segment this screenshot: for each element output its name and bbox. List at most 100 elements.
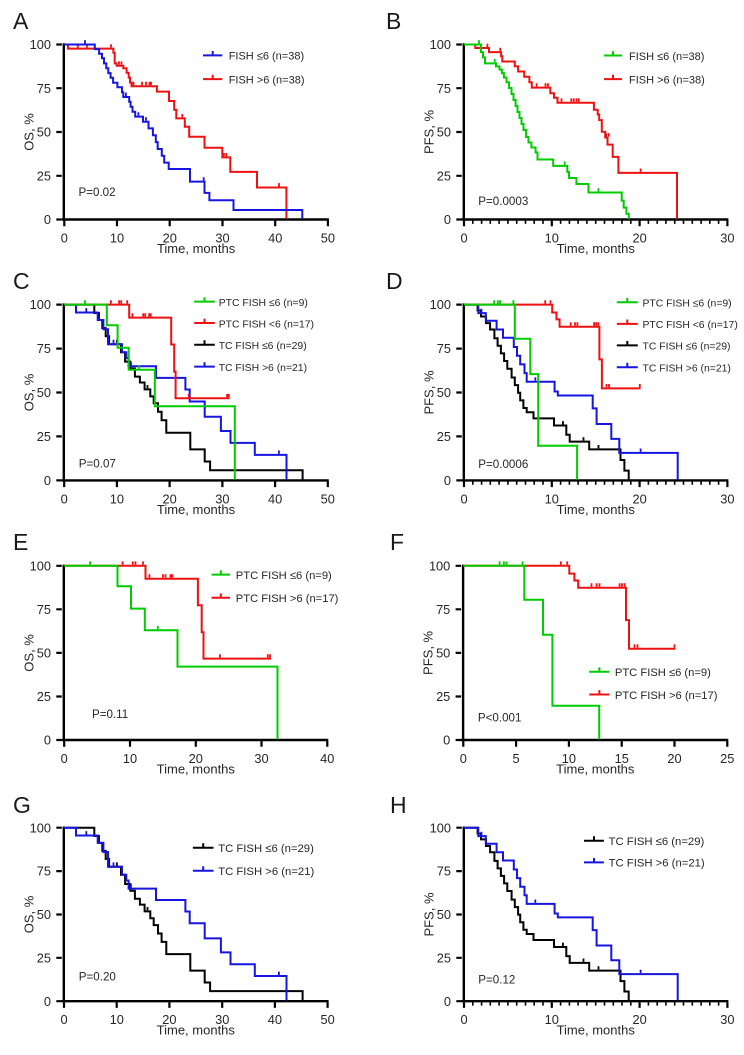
svg-text:20: 20 (632, 491, 646, 506)
svg-text:PFS, %: PFS, % (421, 110, 436, 155)
svg-text:100: 100 (430, 37, 451, 52)
svg-text:10: 10 (110, 491, 124, 506)
svg-text:30: 30 (720, 231, 734, 246)
svg-text:10: 10 (545, 1012, 559, 1027)
svg-text:0: 0 (460, 231, 467, 246)
svg-text:Time, months: Time, months (557, 241, 636, 256)
svg-text:TC FISH >6 (n=21): TC FISH >6 (n=21) (218, 866, 314, 878)
svg-text:100: 100 (429, 558, 450, 573)
svg-text:P=0.0006: P=0.0006 (478, 458, 528, 471)
svg-text:OS, %: OS, % (21, 113, 36, 151)
svg-text:20: 20 (162, 1012, 176, 1027)
svg-text:10: 10 (545, 231, 559, 246)
svg-text:PTC FISH <6 (n=17): PTC FISH <6 (n=17) (643, 320, 738, 331)
svg-text:75: 75 (436, 602, 450, 617)
svg-text:10: 10 (110, 231, 124, 246)
svg-text:P=0.02: P=0.02 (79, 186, 116, 199)
svg-text:30: 30 (720, 491, 734, 506)
svg-text:100: 100 (30, 820, 51, 835)
svg-text:30: 30 (215, 1012, 229, 1027)
svg-text:50: 50 (37, 385, 51, 400)
svg-text:50: 50 (436, 646, 450, 661)
svg-text:0: 0 (460, 491, 467, 506)
svg-text:0: 0 (60, 1012, 67, 1027)
svg-text:20: 20 (189, 751, 203, 766)
svg-text:P=0.07: P=0.07 (79, 457, 116, 470)
svg-text:C: C (13, 268, 30, 294)
svg-text:Time, months: Time, months (557, 502, 636, 517)
svg-text:Time, months: Time, months (157, 502, 236, 517)
svg-text:H: H (390, 792, 407, 818)
svg-text:PTC FISH >6 (n=17): PTC FISH >6 (n=17) (236, 593, 339, 605)
svg-text:TC FISH ≤6 (n=29): TC FISH ≤6 (n=29) (643, 342, 731, 353)
svg-text:100: 100 (30, 558, 51, 573)
svg-text:25: 25 (37, 950, 51, 965)
svg-text:FISH ≤6 (n=38): FISH ≤6 (n=38) (229, 51, 304, 63)
svg-text:P=0.0003: P=0.0003 (478, 195, 528, 208)
svg-text:0: 0 (44, 473, 51, 488)
svg-text:0: 0 (44, 733, 51, 748)
svg-text:100: 100 (30, 297, 51, 312)
svg-text:25: 25 (436, 689, 450, 704)
svg-text:75: 75 (437, 81, 451, 96)
svg-text:75: 75 (37, 864, 51, 879)
svg-text:P=0.11: P=0.11 (92, 708, 128, 721)
svg-text:PTC FISH <6 (n=17): PTC FISH <6 (n=17) (219, 319, 314, 330)
svg-text:40: 40 (268, 491, 282, 506)
svg-text:P<0.001: P<0.001 (478, 712, 522, 725)
svg-text:25: 25 (437, 950, 451, 965)
svg-text:5: 5 (513, 751, 520, 766)
svg-text:10: 10 (123, 751, 137, 766)
svg-text:P=0.12: P=0.12 (478, 974, 515, 987)
svg-text:25: 25 (437, 429, 451, 444)
svg-text:TC FISH ≤6 (n=29): TC FISH ≤6 (n=29) (609, 836, 705, 848)
svg-text:20: 20 (163, 231, 177, 246)
svg-text:0: 0 (61, 751, 68, 766)
svg-text:FISH >6 (n=38): FISH >6 (n=38) (629, 74, 705, 86)
svg-text:100: 100 (30, 37, 51, 52)
svg-text:0: 0 (443, 733, 450, 748)
svg-text:0: 0 (444, 994, 451, 1009)
svg-text:25: 25 (437, 168, 451, 183)
svg-text:G: G (13, 792, 31, 818)
svg-text:30: 30 (720, 1012, 734, 1027)
svg-text:50: 50 (37, 907, 51, 922)
svg-text:10: 10 (545, 491, 559, 506)
svg-text:20: 20 (667, 751, 681, 766)
svg-text:FISH >6 (n=38): FISH >6 (n=38) (229, 74, 305, 86)
svg-text:75: 75 (37, 602, 51, 617)
svg-text:40: 40 (320, 751, 334, 766)
svg-text:TC FISH ≤6 (n=29): TC FISH ≤6 (n=29) (219, 341, 307, 352)
svg-text:20: 20 (632, 231, 646, 246)
svg-text:Time, months: Time, months (157, 762, 236, 777)
svg-text:0: 0 (44, 994, 51, 1009)
svg-text:25: 25 (720, 751, 734, 766)
svg-text:PFS, %: PFS, % (421, 892, 436, 937)
svg-text:10: 10 (562, 751, 576, 766)
svg-text:40: 40 (268, 231, 282, 246)
svg-text:PTC FISH ≤6 (n=9): PTC FISH ≤6 (n=9) (615, 667, 711, 679)
svg-text:100: 100 (430, 820, 451, 835)
svg-text:10: 10 (110, 1012, 124, 1027)
svg-text:0: 0 (460, 1012, 467, 1027)
svg-text:50: 50 (437, 125, 451, 140)
svg-text:100: 100 (430, 297, 451, 312)
svg-text:75: 75 (37, 341, 51, 356)
svg-text:0: 0 (44, 212, 51, 227)
svg-text:30: 30 (254, 751, 268, 766)
svg-text:50: 50 (37, 125, 51, 140)
svg-text:E: E (13, 529, 28, 555)
svg-text:20: 20 (632, 1012, 646, 1027)
svg-text:TC FISH >6 (n=21): TC FISH >6 (n=21) (643, 364, 731, 375)
svg-text:PFS, %: PFS, % (421, 630, 436, 675)
svg-text:50: 50 (321, 491, 335, 506)
svg-text:A: A (13, 8, 29, 34)
svg-text:PFS, %: PFS, % (421, 370, 436, 415)
svg-text:50: 50 (320, 1012, 334, 1027)
svg-text:OS, %: OS, % (21, 373, 36, 411)
svg-text:PTC FISH ≤6 (n=9): PTC FISH ≤6 (n=9) (236, 570, 332, 582)
svg-text:OS, %: OS, % (21, 895, 36, 933)
svg-text:50: 50 (437, 385, 451, 400)
svg-text:PTC FISH ≤6 (n=9): PTC FISH ≤6 (n=9) (643, 299, 732, 310)
svg-text:75: 75 (437, 341, 451, 356)
